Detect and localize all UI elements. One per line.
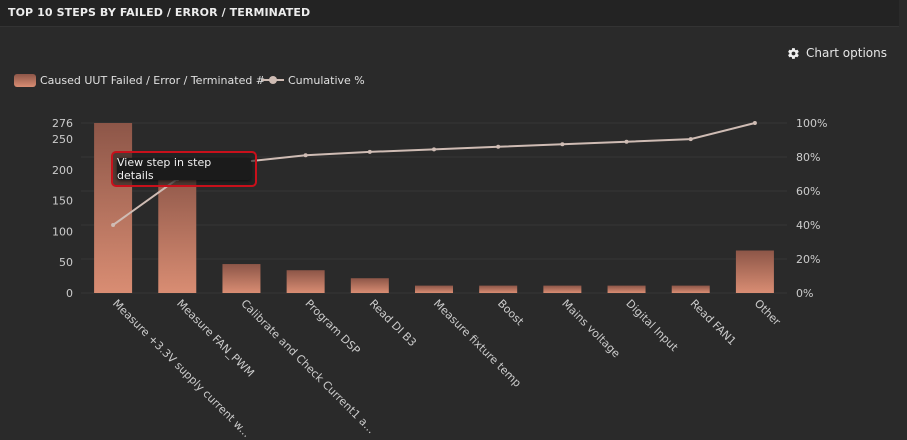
- cumulative-point[interactable]: [496, 144, 501, 149]
- cumulative-point[interactable]: [688, 137, 693, 142]
- x-tick-label: Read FAN1: [688, 297, 739, 348]
- bar[interactable]: [158, 169, 197, 293]
- y-right-tick-label: 0%: [796, 287, 813, 300]
- y-right-tick-label: 100%: [796, 117, 827, 130]
- legend-line-marker: [269, 76, 277, 84]
- cumulative-point[interactable]: [432, 147, 436, 152]
- cumulative-point[interactable]: [560, 142, 565, 147]
- cumulative-point[interactable]: [752, 121, 757, 125]
- x-tick-label: Other: [752, 297, 784, 329]
- y-right-tick-label: 80%: [796, 151, 820, 164]
- y-left-tick-label: 276: [52, 117, 73, 130]
- y-left-tick-label: 0: [66, 287, 73, 300]
- y-left-tick-label: 150: [52, 195, 73, 208]
- view-step-tooltip[interactable]: View step in step details: [111, 151, 257, 187]
- cumulative-point[interactable]: [624, 139, 629, 144]
- bar[interactable]: [286, 270, 325, 293]
- bar[interactable]: [350, 278, 389, 293]
- x-tick-label: Read DI B3: [367, 297, 419, 349]
- x-tick-label: Digital Input: [623, 297, 681, 355]
- y-right-tick-label: 60%: [796, 185, 820, 198]
- y-left-tick-label: 50: [59, 256, 73, 269]
- legend-line-label[interactable]: Cumulative %: [288, 74, 365, 87]
- y-right-tick-label: 20%: [796, 253, 820, 266]
- bar[interactable]: [94, 123, 133, 293]
- x-tick-label: Program DSP: [303, 297, 363, 357]
- cumulative-point[interactable]: [367, 149, 372, 154]
- x-tick-label: Boost: [495, 297, 527, 329]
- bar[interactable]: [479, 285, 518, 293]
- chart-options-label: Chart options: [806, 46, 887, 60]
- bar[interactable]: [607, 285, 646, 293]
- x-tick-label: Mains voltage: [559, 297, 623, 361]
- y-left-tick-label: 200: [52, 164, 73, 177]
- panel-title: TOP 10 STEPS BY FAILED / ERROR / TERMINA…: [8, 6, 311, 19]
- y-right-tick-label: 40%: [796, 219, 820, 232]
- bar[interactable]: [222, 264, 261, 293]
- panel-header: TOP 10 STEPS BY FAILED / ERROR / TERMINA…: [0, 0, 899, 27]
- view-step-link[interactable]: View step in step details: [117, 156, 251, 182]
- bar[interactable]: [735, 250, 774, 294]
- bar[interactable]: [543, 285, 582, 293]
- legend-bar-label[interactable]: Caused UUT Failed / Error / Terminated #: [40, 74, 265, 87]
- cumulative-point[interactable]: [303, 153, 308, 158]
- legend-bar-swatch: [14, 74, 36, 87]
- y-left-tick-label: 250: [52, 133, 73, 146]
- gear-icon: [788, 47, 799, 59]
- cumulative-point[interactable]: [111, 223, 116, 227]
- chart-options-button[interactable]: Chart options: [787, 46, 887, 60]
- bar[interactable]: [671, 285, 710, 293]
- bar[interactable]: [415, 285, 453, 293]
- x-tick-label: Measure +3.3V supply current w...: [110, 297, 253, 440]
- y-left-tick-label: 100: [52, 225, 73, 238]
- x-tick-label: Calibrate and Check Current1 a...: [238, 297, 377, 436]
